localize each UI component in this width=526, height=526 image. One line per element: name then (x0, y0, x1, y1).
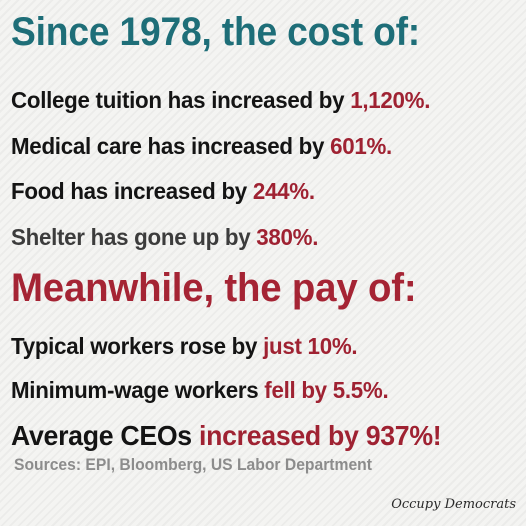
pay-item-minimum-wage: Minimum-wage workers fell by 5.5%. (11, 377, 389, 404)
headline-cost: Since 1978, the cost of: (11, 10, 421, 54)
cost-item-college-tuition: College tuition has increased by 1,120%. (11, 87, 430, 114)
pay-item-value: just 10%. (263, 333, 358, 359)
cost-item-value: 601%. (330, 133, 392, 159)
sources-note: Sources: EPI, Bloomberg, US Labor Depart… (14, 456, 372, 474)
cost-item-value: 380%. (256, 224, 319, 250)
pay-item-value: increased by 937%! (198, 420, 442, 451)
brand-watermark: Occupy Democrats (391, 497, 516, 512)
cost-item-label: Shelter has gone up by (11, 224, 257, 250)
cost-item-value: 244%. (252, 178, 315, 204)
cost-item-value: 1,120%. (350, 87, 431, 113)
pay-item-average-ceos: Average CEOs increased by 937%! (11, 420, 442, 452)
cost-item-shelter: Shelter has gone up by 380%. (11, 224, 318, 251)
cost-item-label: Food has increased by (11, 178, 253, 204)
pay-item-label: Average CEOs (11, 420, 199, 451)
pay-item-label: Typical workers rose by (11, 333, 264, 359)
cost-item-label: College tuition has increased by (11, 87, 351, 113)
headline-pay: Meanwhile, the pay of: (11, 266, 417, 310)
pay-item-value: fell by 5.5%. (264, 377, 389, 403)
pay-item-label: Minimum-wage workers (11, 377, 265, 403)
cost-item-medical-care: Medical care has increased by 601%. (11, 133, 392, 160)
cost-item-food: Food has increased by 244%. (11, 178, 315, 205)
cost-item-label: Medical care has increased by (11, 133, 331, 159)
pay-item-typical-workers: Typical workers rose by just 10%. (11, 333, 358, 360)
